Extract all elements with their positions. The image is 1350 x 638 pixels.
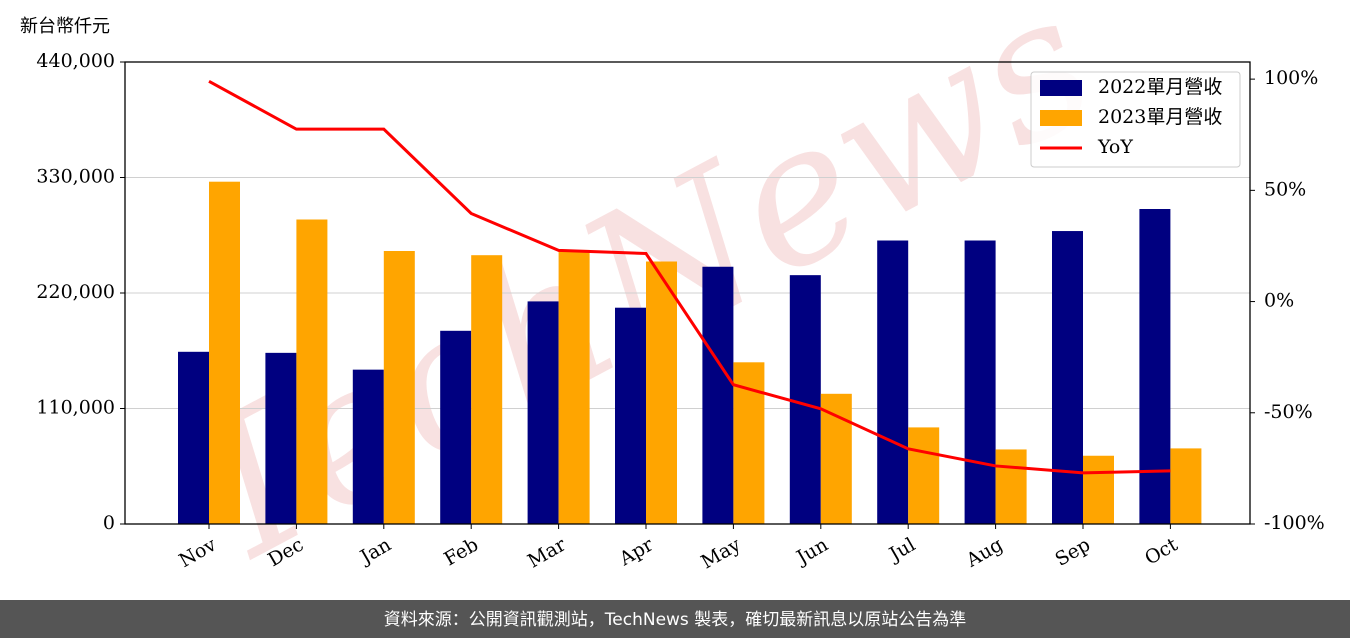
y2-tick-label: -100% <box>1264 512 1325 534</box>
bar <box>615 307 646 524</box>
bar <box>265 352 297 524</box>
bar <box>908 427 940 524</box>
y-tick-label: 330,000 <box>36 166 115 188</box>
y-tick-label: 0 <box>103 512 115 534</box>
legend-box <box>1030 71 1241 168</box>
x-tick-label: Mar <box>524 533 570 572</box>
bar <box>527 301 559 524</box>
x-tick-label: Jul <box>884 534 919 567</box>
y-tick-label: 220,000 <box>36 281 115 303</box>
bar <box>1052 231 1083 525</box>
bar <box>646 261 677 524</box>
bar <box>471 255 503 524</box>
x-tick-label: Feb <box>440 534 482 571</box>
legend-label: 2022單月營收 <box>1098 76 1222 98</box>
y2-tick-label: -50% <box>1264 401 1313 423</box>
x-tick-label: May <box>697 533 744 573</box>
legend-swatch <box>1040 110 1082 126</box>
bar <box>1170 448 1202 524</box>
bar <box>296 219 328 524</box>
x-tick-label: Apr <box>615 533 658 570</box>
y-axis-label: 新台幣仟元 <box>20 16 110 37</box>
footer-text: 資料來源：公開資訊觀測站，TechNews 製表，確切最新訊息以原站公告為準 <box>384 610 966 630</box>
bar <box>877 240 909 524</box>
y2-tick-label: 100% <box>1264 67 1318 89</box>
bar <box>964 240 996 524</box>
legend-label: 2023單月營收 <box>1098 106 1222 128</box>
x-tick-label: Aug <box>962 534 1007 573</box>
x-tick-label: Sep <box>1051 534 1094 571</box>
x-tick-label: Jun <box>791 534 832 570</box>
bar <box>702 266 734 524</box>
plot-area: 0 110,000 220,000 330,000 440,000 -100% -50% 0%… <box>36 50 1324 573</box>
x-tick-label: Oct <box>1141 533 1182 569</box>
y2-tick-label: 50% <box>1264 178 1306 200</box>
bar <box>995 449 1027 524</box>
y-tick-label: 440,000 <box>36 50 115 72</box>
bar <box>558 249 590 524</box>
bar <box>789 275 821 524</box>
bar <box>209 181 240 524</box>
legend-label: YoY <box>1097 136 1133 158</box>
plot-frame <box>124 61 1251 525</box>
line <box>208 80 1171 475</box>
bar <box>352 369 384 524</box>
y2-tick-label: 0% <box>1264 290 1294 312</box>
bar <box>1139 209 1171 524</box>
legend: 2022單月營收 2023單月營收 YoY <box>1030 71 1241 168</box>
bar <box>820 393 852 524</box>
footer-bar <box>0 600 1350 638</box>
y-tick-label: 110,000 <box>36 397 115 419</box>
legend-swatch <box>1040 80 1082 96</box>
bar <box>178 351 209 524</box>
bar <box>440 330 472 524</box>
bar <box>1083 455 1114 524</box>
bar <box>383 251 415 524</box>
